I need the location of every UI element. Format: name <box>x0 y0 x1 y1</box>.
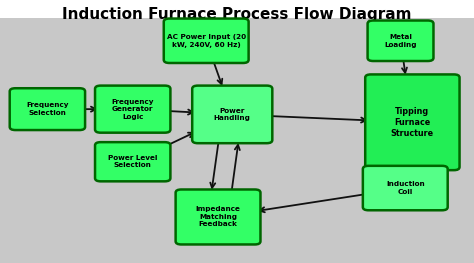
Text: Metal
Loading: Metal Loading <box>384 34 417 48</box>
Text: Induction Furnace Process Flow Diagram: Induction Furnace Process Flow Diagram <box>62 7 412 22</box>
FancyBboxPatch shape <box>365 74 459 170</box>
Text: Tipping
Furnace
Structure: Tipping Furnace Structure <box>391 107 434 138</box>
Text: Induction
Coil: Induction Coil <box>386 181 425 195</box>
Text: AC Power Input (20
kW, 240V, 60 Hz): AC Power Input (20 kW, 240V, 60 Hz) <box>167 34 246 48</box>
FancyBboxPatch shape <box>175 189 261 245</box>
FancyBboxPatch shape <box>363 166 447 210</box>
FancyBboxPatch shape <box>95 142 171 181</box>
Text: Frequency
Selection: Frequency Selection <box>26 102 69 116</box>
FancyBboxPatch shape <box>368 21 433 61</box>
Text: Power
Handling: Power Handling <box>214 108 251 121</box>
Text: Impedance
Matching
Feedback: Impedance Matching Feedback <box>196 206 240 227</box>
Text: Frequency
Generator
Logic: Frequency Generator Logic <box>111 99 154 120</box>
Text: Power Level
Selection: Power Level Selection <box>108 155 157 169</box>
FancyBboxPatch shape <box>95 86 171 133</box>
FancyBboxPatch shape <box>9 88 85 130</box>
Bar <box>0 0 474 18</box>
FancyBboxPatch shape <box>164 18 248 63</box>
FancyBboxPatch shape <box>192 86 272 143</box>
